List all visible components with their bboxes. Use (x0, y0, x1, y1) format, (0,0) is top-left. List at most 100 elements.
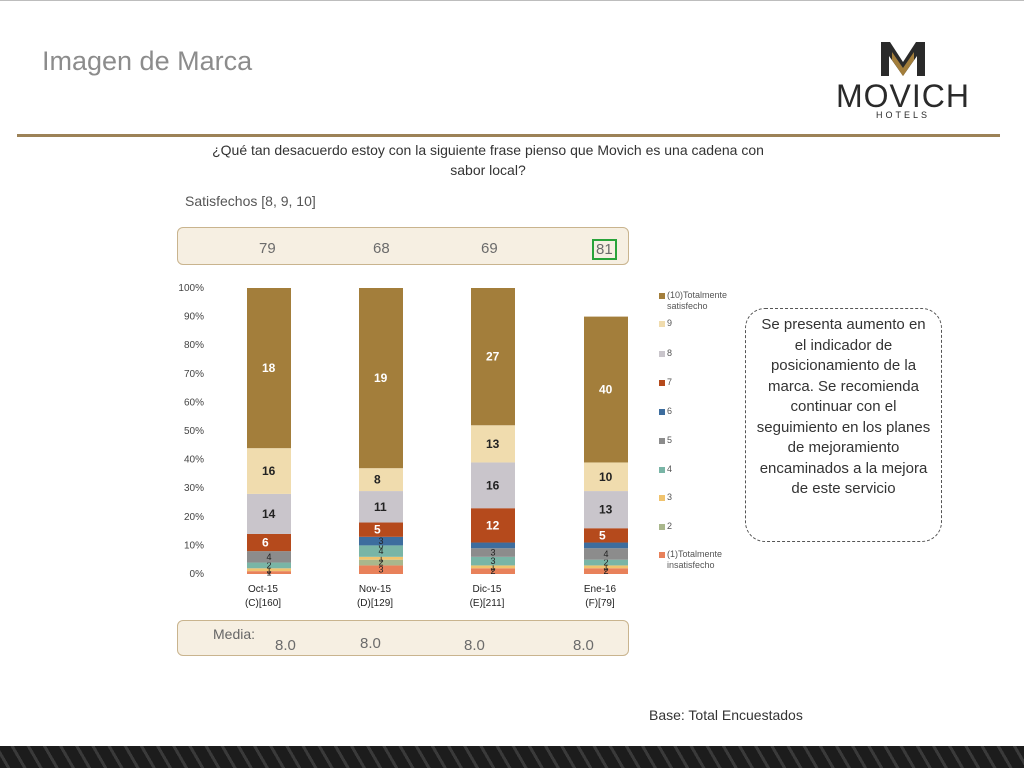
stacked-bar-chart: 0%10%20%30%40%50%60%70%80%90%100%1012461… (178, 283, 628, 609)
data-label: 13 (486, 437, 500, 451)
legend-swatch (659, 524, 665, 530)
data-label: 3 (490, 556, 495, 566)
data-label: 0 (490, 563, 495, 573)
page-title: Imagen de Marca (42, 46, 253, 76)
bar-segment (471, 568, 515, 574)
legend-swatch (659, 495, 665, 501)
data-label: 2 (603, 566, 608, 576)
data-label: 5 (374, 523, 381, 537)
bar-segment (359, 545, 403, 557)
satisfied-value: 79 (259, 240, 276, 257)
legend-swatch (659, 293, 665, 299)
data-label: 12 (486, 518, 500, 532)
movich-logo: MOVICH HOTELS (818, 40, 988, 122)
logo-wordmark: MOVICH (836, 78, 970, 114)
bar-segment (247, 493, 291, 534)
bar-segment (359, 522, 403, 537)
y-tick-label: 90% (184, 312, 204, 323)
y-tick-label: 50% (184, 426, 204, 437)
data-label: 4 (378, 546, 383, 556)
satisfied-value: 69 (481, 240, 498, 257)
category-label: Dic-15 (473, 584, 502, 595)
bar-segment (584, 542, 628, 549)
satisfied-band (177, 227, 629, 265)
data-label: 1 (266, 565, 271, 575)
data-label: 16 (486, 478, 500, 492)
category-label: Oct-15 (248, 584, 278, 595)
category-sublabel: (E)[211] (470, 598, 505, 609)
y-tick-label: 20% (184, 512, 204, 523)
data-label: 16 (262, 464, 276, 478)
data-label: 0 (266, 566, 271, 576)
bar-segment (584, 568, 628, 574)
media-value: 8.0 (360, 635, 381, 652)
y-tick-label: 10% (184, 540, 204, 551)
data-label: 1 (603, 562, 608, 572)
legend-swatch (659, 552, 665, 558)
legend-label: 8 (667, 348, 673, 358)
legend-swatch (659, 321, 665, 327)
y-tick-label: 100% (178, 283, 204, 294)
bar-segment (471, 542, 515, 549)
logo-subtitle: HOTELS (875, 110, 930, 120)
data-label: 2 (490, 566, 495, 576)
data-label: 0 (603, 563, 608, 573)
bar-segment (584, 491, 628, 529)
y-tick-label: 30% (184, 483, 204, 494)
bar-segment (471, 425, 515, 463)
callout-note: Se presenta aumento en el indicador de p… (745, 308, 942, 542)
data-label: 40 (599, 383, 613, 397)
legend-label: 5 (667, 435, 673, 445)
legend-swatch (659, 438, 665, 444)
legend-swatch (659, 380, 665, 386)
data-label: 10 (599, 470, 613, 484)
legend-label: 2 (667, 521, 673, 531)
media-value: 8.0 (275, 637, 296, 654)
bar-segment (247, 448, 291, 494)
category-sublabel: (F)[79] (585, 598, 615, 609)
legend-label: 9 (667, 318, 673, 328)
data-label: 1 (490, 562, 495, 572)
bar-segment (247, 288, 291, 449)
data-label: 2 (603, 558, 608, 568)
category-sublabel: (C)[160] (245, 598, 281, 609)
legend-swatch (659, 467, 665, 473)
legend-swatch (659, 351, 665, 357)
header-rule (17, 134, 1000, 137)
data-label: 4 (266, 552, 271, 562)
data-label: 11 (374, 500, 387, 514)
bar-segment (247, 562, 291, 569)
data-label: 14 (262, 507, 276, 521)
movich-emblem-icon (881, 42, 925, 76)
footer-pattern (0, 746, 1024, 768)
data-label: 6 (262, 536, 269, 550)
data-label: 3 (378, 536, 383, 546)
bar-segment (471, 462, 515, 509)
bar-segment (359, 491, 403, 523)
bar-segment (247, 551, 291, 563)
data-label: 18 (262, 361, 276, 375)
data-label: 13 (599, 503, 613, 517)
bar-segment (471, 288, 515, 426)
bar-segment (359, 556, 403, 560)
bar-segment (584, 559, 628, 566)
satisfied-label: Satisfechos [8, 9, 10] (185, 193, 316, 209)
satisfied-value-highlighted: 81 (592, 239, 617, 260)
satisfied-value: 68 (373, 240, 390, 257)
bar-segment (584, 528, 628, 543)
data-label: 2 (266, 560, 271, 570)
data-label: 5 (599, 528, 606, 542)
category-label: Ene-16 (584, 584, 617, 595)
bar-segment (584, 462, 628, 492)
data-label: 1 (266, 568, 271, 578)
data-label: 27 (486, 350, 500, 364)
data-label: 19 (374, 371, 388, 385)
data-label: 3 (378, 565, 383, 575)
media-band (177, 620, 629, 656)
top-border (0, 0, 1024, 1)
media-value: 8.0 (573, 637, 594, 654)
bar-segment (584, 565, 628, 569)
bar-segment (359, 468, 403, 492)
legend-label: 4 (667, 464, 673, 474)
bar-segment (247, 571, 291, 574)
